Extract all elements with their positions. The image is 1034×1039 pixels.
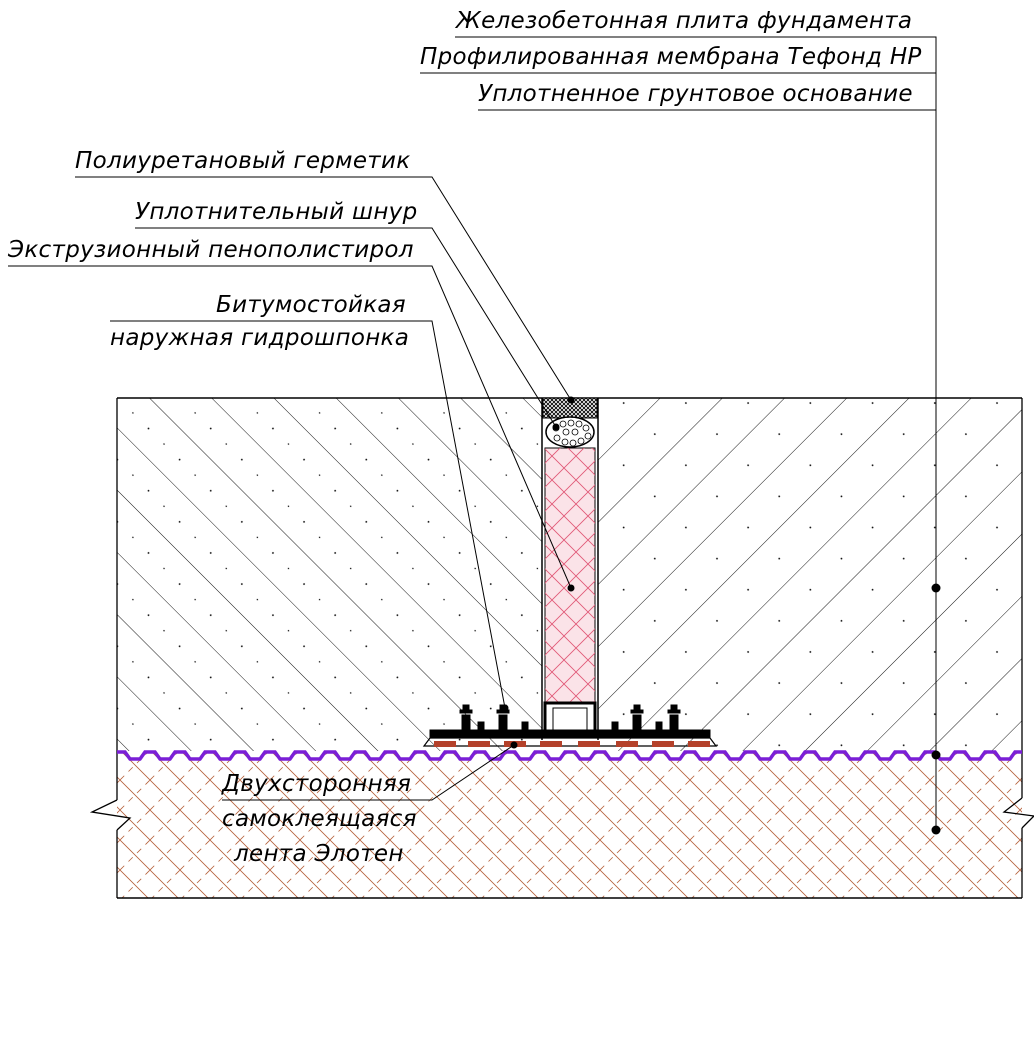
label-slab: Железобетонная плита фундамента: [456, 8, 913, 34]
break-line-right: [1002, 797, 1034, 829]
soil-base: [117, 752, 1022, 898]
label-waterstop-1: Битумостойкая: [216, 292, 406, 318]
label-sealant: Полиуретановый герметик: [75, 148, 411, 174]
break-line-left: [89, 799, 132, 831]
label-tape-1: Двухсторонняя: [222, 771, 412, 797]
label-tape-2: самоклеящаяся: [222, 806, 417, 832]
slab-left: [117, 398, 542, 751]
waterstop: [422, 701, 718, 747]
slab-right: [598, 398, 1022, 751]
leader-lines: [8, 36, 937, 830]
label-soil: Уплотненное грунтовое основание: [478, 81, 913, 107]
leader-dots: [501, 396, 941, 835]
label-tape-3: лента Элотен: [234, 841, 404, 867]
label-xps: Экструзионный пенополистирол: [8, 237, 414, 263]
label-waterstop-2: наружная гидрошпонка: [110, 325, 410, 351]
profiled-membrane: [117, 750, 1022, 761]
label-membrane: Профилированная мембрана Тефонд НР: [420, 44, 922, 70]
label-cord: Уплотнительный шнур: [135, 199, 418, 225]
